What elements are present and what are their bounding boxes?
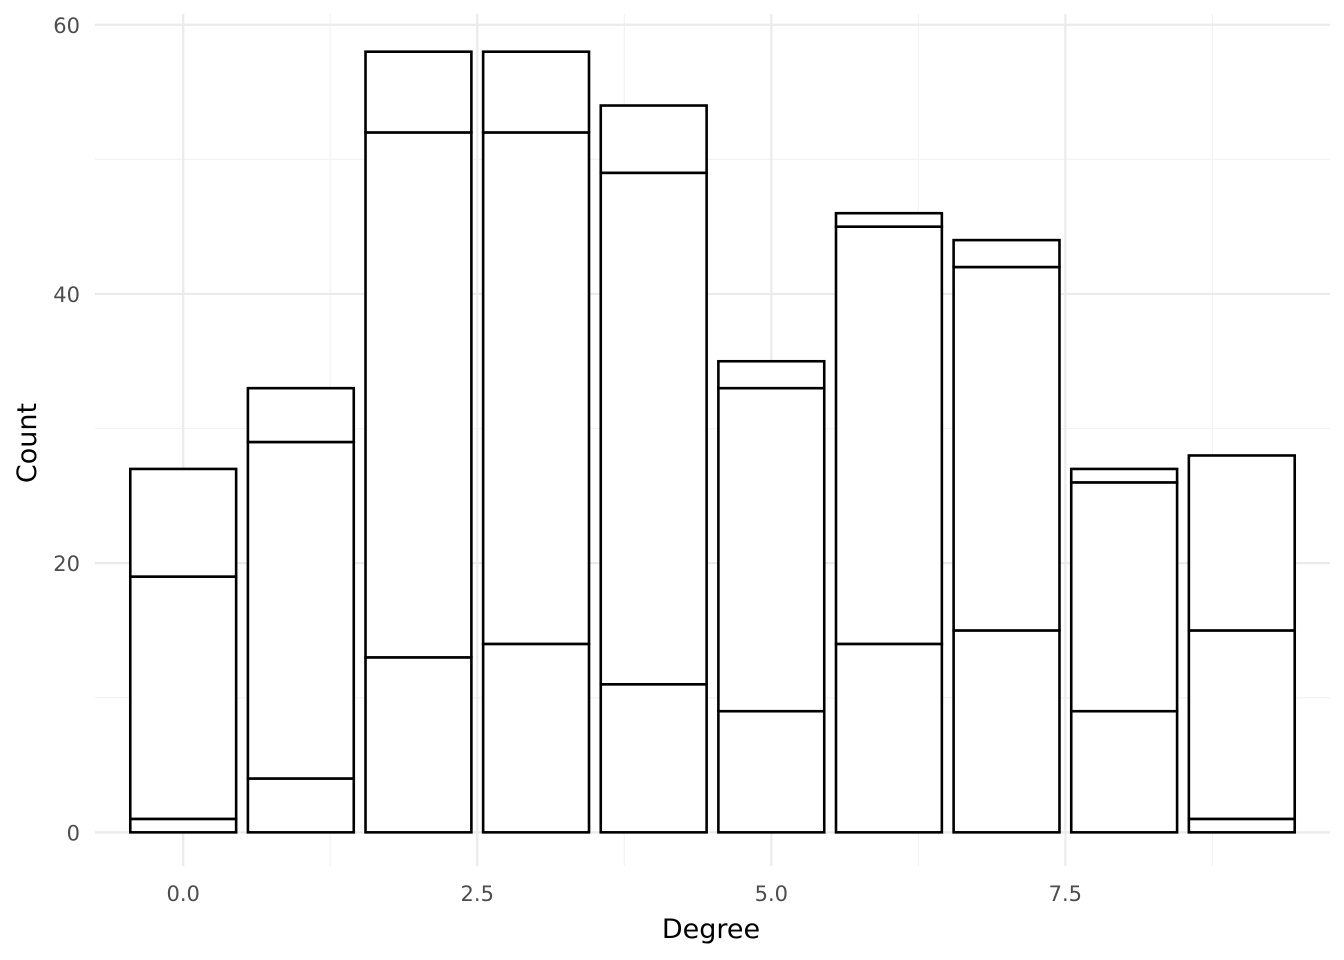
y-axis-ticks: 0 20 40 60 [53, 14, 80, 846]
bar-0-segment-0 [128, 817, 238, 834]
x-axis-ticks: 0.0 2.5 5.0 7.5 [167, 882, 1083, 906]
stacked-bars [128, 50, 1297, 834]
bar-9-segment-3 [1187, 454, 1297, 632]
bar-2-segment-2 [364, 131, 473, 659]
y-tick-label-3: 60 [53, 14, 80, 38]
y-tick-label-0: 0 [67, 821, 80, 845]
bar-5-segment-2 [717, 386, 826, 713]
bar-4-segment-3 [599, 104, 708, 175]
bar-1-segment-2 [246, 440, 356, 780]
y-tick-label-1: 20 [53, 552, 80, 576]
x-tick-label-3: 7.5 [1049, 882, 1082, 906]
x-axis-title: Degree [662, 914, 760, 945]
bar-0-segment-2 [128, 575, 238, 821]
bar-4-segment-1 [599, 682, 708, 834]
bar-6-segment-3 [834, 211, 944, 228]
x-tick-label-0: 0.0 [167, 882, 200, 906]
bar-0-segment-3 [128, 467, 238, 578]
y-tick-label-2: 40 [53, 283, 80, 307]
bar-9-segment-2 [1187, 629, 1297, 821]
bar-9-segment-0 [1187, 817, 1297, 834]
y-axis-title: Count [12, 403, 43, 483]
bar-1-segment-1 [246, 777, 356, 834]
bar-6-segment-2 [834, 225, 944, 646]
bar-5-segment-1 [717, 709, 826, 834]
bar-5-segment-3 [717, 359, 826, 390]
bar-7-segment-2 [952, 265, 1061, 632]
bar-6-segment-1 [834, 642, 944, 834]
bar-1-segment-3 [246, 386, 356, 444]
bar-8-segment-1 [1069, 709, 1179, 834]
bar-3-segment-1 [481, 642, 591, 834]
bar-8-segment-2 [1069, 481, 1179, 713]
bar-2-segment-3 [364, 50, 473, 134]
x-tick-label-1: 2.5 [461, 882, 494, 906]
bar-2-segment-1 [364, 656, 473, 834]
bar-7-segment-3 [952, 238, 1061, 269]
bar-4-segment-2 [599, 171, 708, 686]
bar-7-segment-1 [952, 629, 1061, 834]
bar-8-segment-3 [1069, 467, 1179, 484]
bar-3-segment-3 [481, 50, 591, 134]
x-tick-label-2: 5.0 [755, 882, 788, 906]
bar-3-segment-2 [481, 131, 591, 646]
